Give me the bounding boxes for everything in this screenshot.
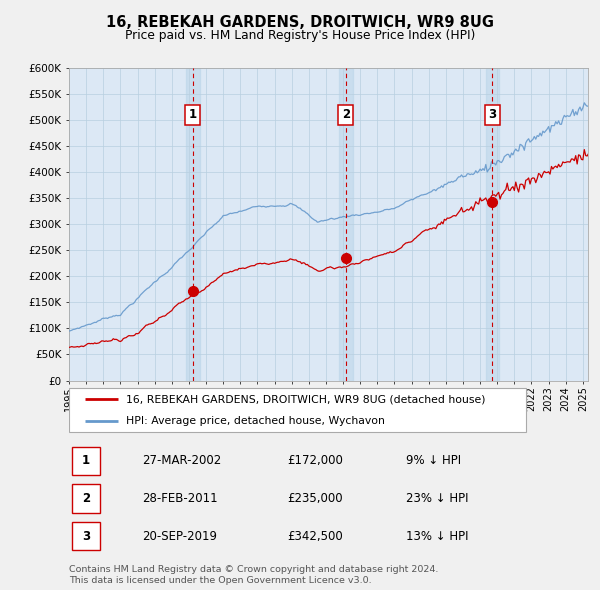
- Bar: [339, 68, 353, 381]
- Text: 16, REBEKAH GARDENS, DROITWICH, WR9 8UG (detached house): 16, REBEKAH GARDENS, DROITWICH, WR9 8UG …: [126, 394, 485, 404]
- Text: 27-MAR-2002: 27-MAR-2002: [142, 454, 221, 467]
- Text: 1: 1: [82, 454, 90, 467]
- Text: 9% ↓ HPI: 9% ↓ HPI: [406, 454, 461, 467]
- Text: 1: 1: [189, 108, 197, 122]
- Text: Contains HM Land Registry data © Crown copyright and database right 2024.: Contains HM Land Registry data © Crown c…: [69, 565, 439, 574]
- Text: 20-SEP-2019: 20-SEP-2019: [142, 530, 217, 543]
- Text: 2: 2: [342, 108, 350, 122]
- Text: £342,500: £342,500: [287, 530, 343, 543]
- Text: 2: 2: [82, 492, 90, 505]
- Bar: [485, 68, 499, 381]
- Text: 3: 3: [488, 108, 496, 122]
- Text: 16, REBEKAH GARDENS, DROITWICH, WR9 8UG: 16, REBEKAH GARDENS, DROITWICH, WR9 8UG: [106, 15, 494, 30]
- Text: 23% ↓ HPI: 23% ↓ HPI: [406, 492, 469, 505]
- Text: 28-FEB-2011: 28-FEB-2011: [142, 492, 217, 505]
- FancyBboxPatch shape: [71, 522, 100, 550]
- Text: 3: 3: [82, 530, 90, 543]
- FancyBboxPatch shape: [69, 388, 526, 432]
- Bar: [186, 68, 200, 381]
- Text: HPI: Average price, detached house, Wychavon: HPI: Average price, detached house, Wych…: [126, 416, 385, 426]
- Text: £235,000: £235,000: [287, 492, 343, 505]
- Text: This data is licensed under the Open Government Licence v3.0.: This data is licensed under the Open Gov…: [69, 576, 371, 585]
- Text: 13% ↓ HPI: 13% ↓ HPI: [406, 530, 469, 543]
- FancyBboxPatch shape: [71, 484, 100, 513]
- Text: Price paid vs. HM Land Registry's House Price Index (HPI): Price paid vs. HM Land Registry's House …: [125, 30, 475, 42]
- FancyBboxPatch shape: [71, 447, 100, 475]
- Text: £172,000: £172,000: [287, 454, 343, 467]
